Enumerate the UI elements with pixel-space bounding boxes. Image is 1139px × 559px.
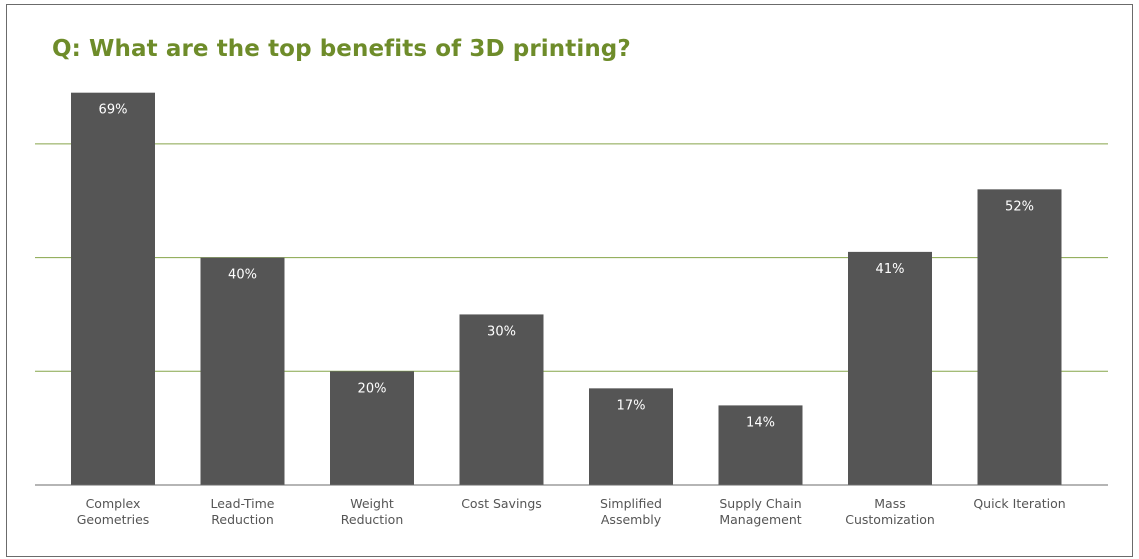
data-label-3: 30% [487, 324, 516, 339]
data-label-4: 17% [617, 398, 646, 413]
category-label-4-1: Assembly [601, 512, 662, 527]
bar-5 [718, 405, 803, 485]
bar-4 [589, 388, 673, 485]
bar-6 [848, 251, 932, 485]
chart-title: Q: What are the top benefits of 3D print… [52, 36, 631, 62]
bar-0 [71, 92, 155, 485]
data-label-1: 40% [228, 268, 257, 283]
category-label-5-0: Supply Chain [719, 496, 801, 511]
data-label-6: 41% [876, 262, 905, 277]
category-label-2-0: Weight [350, 496, 394, 511]
bar-3 [459, 314, 544, 485]
data-label-0: 69% [99, 103, 128, 118]
category-label-1-0: Lead-Time [211, 496, 275, 511]
category-label-2-1: Reduction [341, 512, 404, 527]
bar-2 [330, 371, 414, 485]
category-label-0-1: Geometries [77, 512, 150, 527]
category-label-3-0: Cost Savings [461, 496, 542, 511]
bar-7 [977, 189, 1062, 486]
category-label-6-1: Customization [845, 512, 935, 527]
category-label-1-1: Reduction [211, 512, 274, 527]
data-label-7: 52% [1005, 199, 1034, 214]
category-label-7-0: Quick Iteration [973, 496, 1065, 511]
data-label-2: 20% [358, 381, 387, 396]
chart-frame [6, 4, 1133, 557]
data-label-5: 14% [746, 415, 775, 430]
category-label-0-0: Complex [86, 496, 141, 511]
category-label-6-0: Mass [874, 496, 905, 511]
category-label-4-0: Simplified [600, 496, 662, 511]
bar-1 [200, 257, 285, 485]
category-label-5-1: Management [719, 512, 801, 527]
